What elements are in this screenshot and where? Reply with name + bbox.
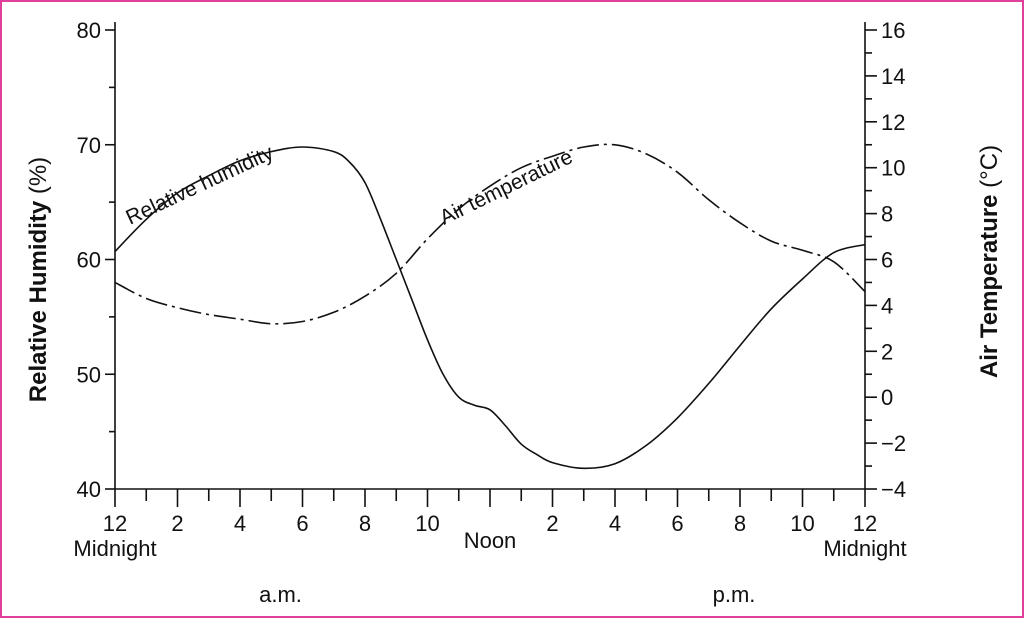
x-tick-label: 12 <box>103 511 127 536</box>
x-tick-label: 8 <box>359 511 371 536</box>
left-y-tick-label: 60 <box>77 248 101 273</box>
right-y-axis-title: Air Temperature (°C) <box>976 145 1003 378</box>
right-y-tick-label: 12 <box>881 110 905 135</box>
x-tick-label: 12 <box>853 511 877 536</box>
right-y-tick-label: 16 <box>881 18 905 43</box>
left-y-tick-label: 50 <box>77 362 101 387</box>
x-tick-label: Midnight <box>823 536 906 561</box>
left-y-axis-title-unit: (%) <box>25 157 52 201</box>
left-y-tick-label: 70 <box>77 133 101 158</box>
relative-humidity-annotation: Relative humidity <box>122 141 277 230</box>
series-group <box>114 143 866 470</box>
x-tick-label: 6 <box>296 511 308 536</box>
x-tick-label: 2 <box>546 511 558 536</box>
left-y-axis-title: Relative Humidity (%) <box>25 157 52 402</box>
x-tick-label: 2 <box>171 511 183 536</box>
x-tick-label: Noon <box>464 528 517 553</box>
right-y-tick-label: −2 <box>881 431 906 456</box>
pm-label: p.m. <box>713 582 756 607</box>
relative-humidity-line <box>114 146 866 470</box>
air-temperature-line <box>114 143 866 325</box>
right-y-tick-label: 14 <box>881 64 905 89</box>
right-y-axis-title-unit: (°C) <box>976 145 1003 195</box>
right-y-tick-label: 2 <box>881 339 893 364</box>
labels-group: Relative humidity Air temperature <box>122 141 576 230</box>
x-tick-label: 6 <box>671 511 683 536</box>
air-temperature-annotation: Air temperature <box>436 145 576 229</box>
left-y-tick-label: 40 <box>77 477 101 502</box>
am-label: a.m. <box>259 582 302 607</box>
right-y-tick-label: 4 <box>881 293 893 318</box>
right-y-tick-label: 0 <box>881 385 893 410</box>
x-tick-label: 4 <box>234 511 246 536</box>
left-y-axis-title-text: Relative Humidity <box>25 200 52 402</box>
left-y-tick-label: 80 <box>77 18 101 43</box>
x-tick-label: 8 <box>734 511 746 536</box>
right-y-tick-label: 8 <box>881 202 893 227</box>
right-y-tick-label: −4 <box>881 477 906 502</box>
x-tick-label: 10 <box>790 511 814 536</box>
x-tick-label: 10 <box>415 511 439 536</box>
x-tick-label: 4 <box>609 511 621 536</box>
right-y-tick-label: 10 <box>881 156 905 181</box>
right-y-tick-label: 6 <box>881 248 893 273</box>
x-tick-label: Midnight <box>73 536 156 561</box>
right-y-axis-title-text: Air Temperature <box>976 194 1003 378</box>
